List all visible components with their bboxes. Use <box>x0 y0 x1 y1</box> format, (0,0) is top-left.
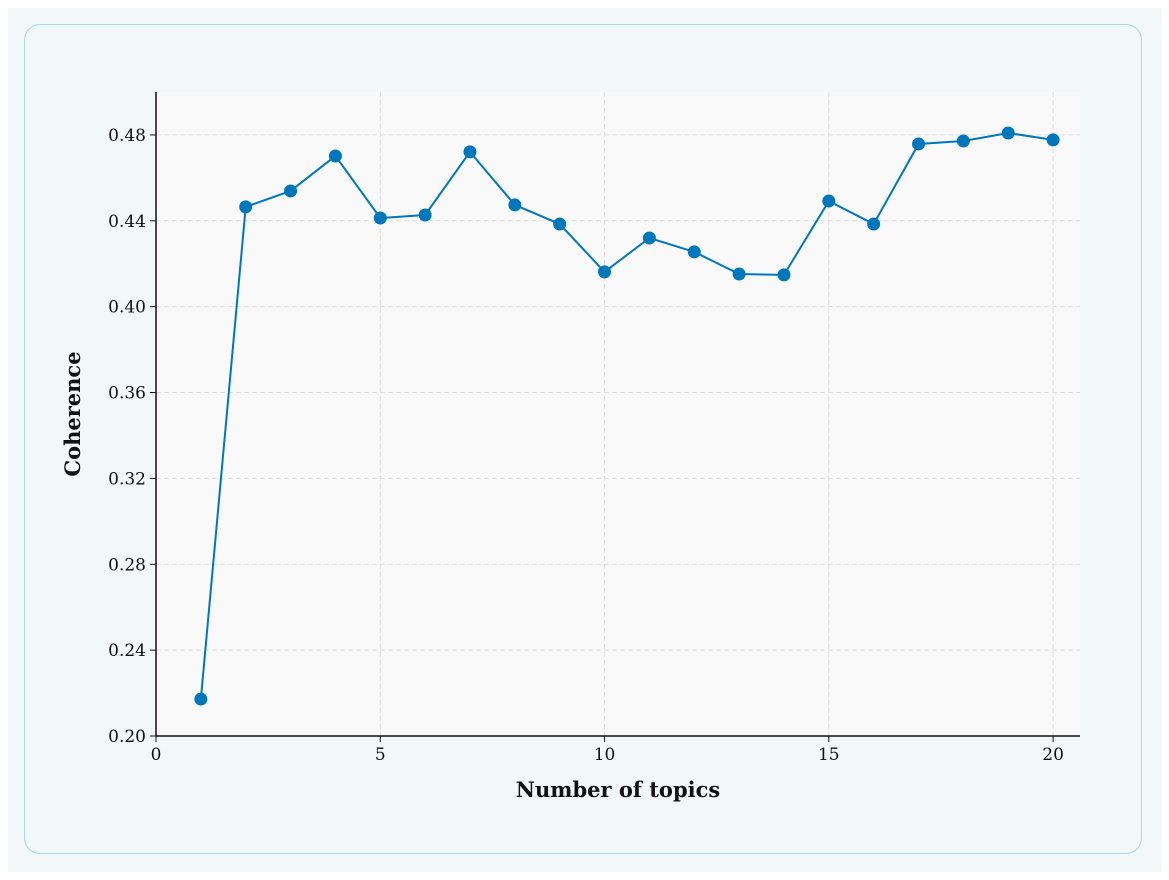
marker <box>777 268 791 282</box>
marker <box>194 692 208 706</box>
marker <box>867 217 881 231</box>
y-tick-label: 0.20 <box>108 727 146 747</box>
marker <box>687 245 701 259</box>
y-tick-label: 0.48 <box>108 126 146 146</box>
y-tick-label: 0.44 <box>108 212 146 232</box>
marker <box>239 200 253 214</box>
marker <box>912 137 926 151</box>
marker <box>373 211 387 225</box>
x-tick-label: 15 <box>818 745 840 765</box>
marker <box>1046 133 1060 147</box>
marker <box>284 184 298 198</box>
marker <box>553 217 567 231</box>
marker <box>822 194 836 208</box>
x-axis-label: Number of topics <box>516 777 720 802</box>
y-tick-label: 0.32 <box>108 469 146 489</box>
line <box>199 131 1054 700</box>
y-tick-label: 0.24 <box>108 641 146 661</box>
y-tick-label: 0.40 <box>108 298 146 318</box>
x-tick-label: 20 <box>1042 745 1064 765</box>
marker <box>328 149 342 163</box>
y-tick-label: 0.36 <box>108 384 146 404</box>
x-tick-label: 0 <box>151 745 162 765</box>
x-tick-label: 10 <box>594 745 616 765</box>
marker <box>463 145 477 159</box>
x-tick-label: 5 <box>375 745 386 765</box>
y-axis-label: Coherence <box>60 351 85 476</box>
y-tick-label: 0.28 <box>108 555 146 575</box>
marker <box>508 198 522 212</box>
plot-area <box>156 92 1080 736</box>
marker <box>642 231 656 245</box>
marker <box>598 265 612 279</box>
marker <box>1001 126 1015 140</box>
marker <box>956 134 970 148</box>
marker <box>732 267 746 281</box>
marker <box>418 208 432 222</box>
